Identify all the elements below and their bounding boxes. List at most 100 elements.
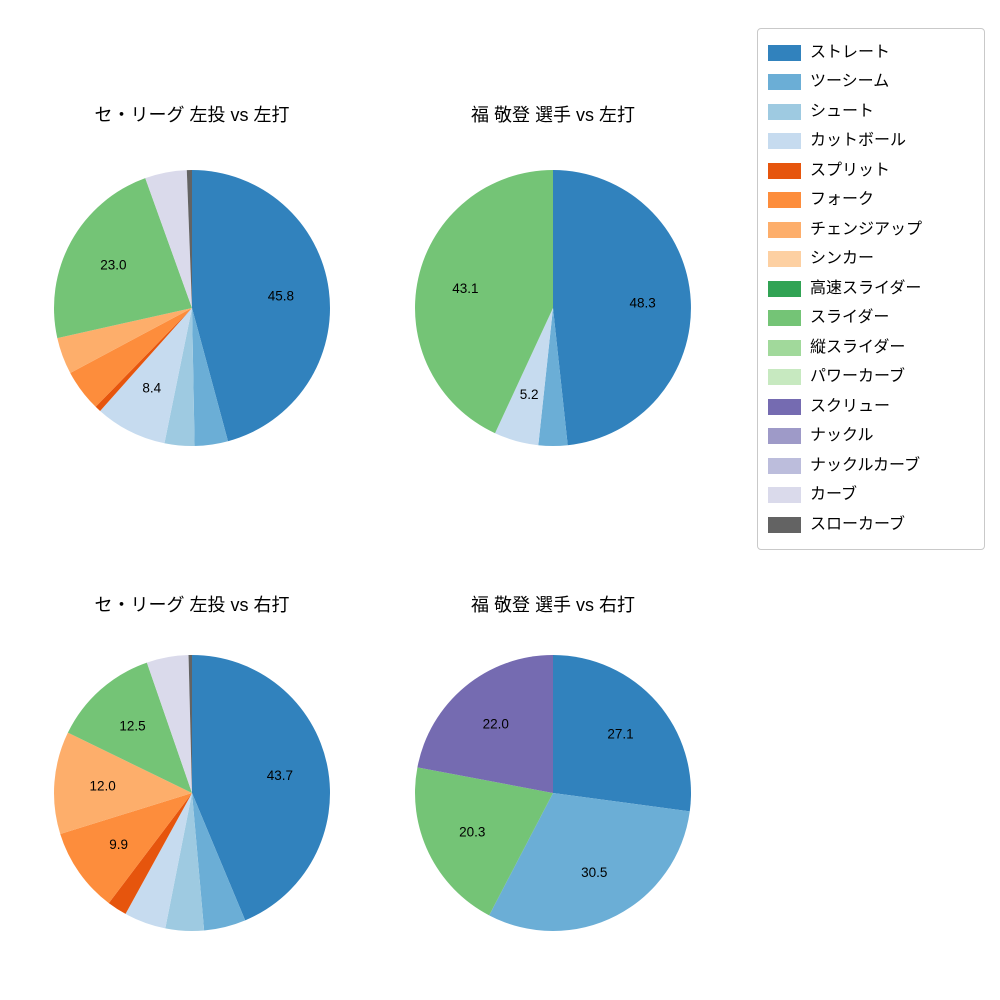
legend-color-swatch	[768, 133, 801, 150]
legend-color-swatch	[768, 44, 801, 61]
chart-title-league-vs-lhb: セ・リーグ 左投 vs 左打	[94, 105, 290, 125]
legend-color-swatch	[768, 310, 801, 327]
pie-value-label: 8.4	[142, 381, 161, 396]
legend-item-7: シンカー	[768, 245, 974, 275]
pie-slice-2-9	[188, 654, 192, 793]
pie-value-label: 30.5	[581, 865, 607, 880]
legend-item-13: ナックル	[768, 422, 974, 452]
pie-slice-0-4	[95, 308, 192, 411]
pie-slice-1-0	[553, 170, 691, 446]
pie-value-label: 23.0	[100, 257, 126, 272]
legend-label: チェンジアップ	[810, 220, 923, 238]
legend-label: ナックル	[810, 427, 874, 445]
legend-color-swatch	[768, 192, 801, 209]
pie-fuku-vs-rhb: 27.1 30.5 20.3 22.0	[415, 655, 692, 932]
legend-color-swatch	[768, 516, 801, 533]
pie-slice-3-2	[415, 767, 553, 916]
legend-item-15: カーブ	[768, 481, 974, 511]
legend-item-6: チェンジアップ	[768, 215, 974, 245]
legend-item-12: スクリュー	[768, 392, 974, 422]
legend-item-1: ツーシーム	[768, 68, 974, 98]
pie-value-label: 43.1	[452, 281, 478, 296]
pie-slice-0-3	[100, 308, 192, 444]
legend-label: パワーカーブ	[810, 368, 906, 386]
legend-label: カットボール	[810, 132, 907, 150]
legend-label: ナックルカーブ	[810, 456, 921, 474]
pie-slice-2-0	[192, 655, 331, 921]
pie-slice-0-5	[70, 308, 192, 407]
legend-item-0: ストレート	[768, 38, 974, 68]
legend-label: ストレート	[810, 43, 891, 61]
pie-slice-0-1	[192, 308, 228, 446]
legend-label: ツーシーム	[810, 73, 890, 91]
legend-item-4: スプリット	[768, 156, 974, 186]
pie-slice-2-4	[108, 793, 192, 914]
pie-slice-3-1	[489, 793, 690, 932]
legend-color-swatch	[768, 457, 801, 474]
legend-item-5: フォーク	[768, 186, 974, 216]
pie-slice-1-3	[415, 170, 553, 434]
legend-label: カーブ	[810, 486, 858, 504]
pie-slice-1-1	[538, 308, 568, 446]
legend-color-swatch	[768, 74, 801, 91]
pie-slice-0-6	[57, 308, 192, 373]
pie-slice-1-2	[495, 308, 553, 446]
legend-label: スプリット	[810, 161, 891, 179]
legend-label: 縦スライダー	[810, 338, 906, 356]
legend-item-14: ナックルカーブ	[768, 451, 974, 481]
pie-slice-0-2	[164, 308, 195, 447]
legend-color-swatch	[768, 162, 801, 179]
legend-color-swatch	[768, 221, 801, 238]
legend-item-16: スローカーブ	[768, 510, 974, 540]
pie-fuku-vs-lhb: 48.3 5.2 43.1	[415, 170, 691, 446]
pie-value-label: 22.0	[483, 716, 509, 731]
legend-item-9: スライダー	[768, 304, 974, 334]
legend-item-10: 縦スライダー	[768, 333, 974, 363]
pie-value-label: 43.7	[267, 768, 293, 783]
legend-label: シュート	[810, 102, 875, 120]
pie-value-label: 20.3	[459, 825, 485, 840]
pie-value-label: 27.1	[607, 726, 633, 741]
legend-item-11: パワーカーブ	[768, 363, 974, 393]
legend-label: スローカーブ	[810, 515, 906, 533]
legend-label: フォーク	[810, 191, 875, 209]
pie-slice-2-3	[125, 793, 192, 929]
legend-color-swatch	[768, 280, 801, 297]
legend-color-swatch	[768, 369, 801, 386]
pie-slice-0-8	[145, 170, 192, 308]
pie-slice-2-8	[146, 655, 192, 793]
pie-slice-3-0	[553, 655, 692, 812]
pie-slice-2-2	[165, 793, 205, 932]
pie-slice-2-1	[192, 793, 246, 931]
legend-item-2: シュート	[768, 97, 974, 127]
pie-slice-2-6	[54, 732, 192, 834]
legend-label: スライダー	[810, 309, 890, 327]
pie-league-vs-rhb: 43.7 9.9 12.0 12.5	[54, 654, 331, 932]
legend-color-swatch	[768, 251, 801, 268]
legend-color-swatch	[768, 487, 801, 504]
legend-label: 高速スライダー	[810, 279, 922, 297]
chart-title-fuku-vs-rhb: 福 敬登 選手 vs 右打	[470, 595, 635, 615]
pie-slice-3-3	[417, 655, 553, 793]
legend-color-swatch	[768, 428, 801, 445]
pie-slice-2-7	[67, 662, 192, 793]
legend: ストレートツーシームシュートカットボール スプリットフォークチェンジアップ シンカー…	[757, 28, 985, 550]
pie-value-label: 9.9	[109, 837, 128, 852]
legend-label: シンカー	[810, 250, 875, 268]
pie-slice-0-9	[186, 170, 192, 308]
pie-value-label: 45.8	[268, 289, 294, 304]
legend-color-swatch	[768, 398, 801, 415]
legend-item-3: カットボール	[768, 127, 974, 157]
chart-title-fuku-vs-lhb: 福 敬登 選手 vs 左打	[470, 105, 635, 125]
pie-value-label: 5.2	[520, 387, 539, 402]
chart-title-league-vs-rhb: セ・リーグ 左投 vs 右打	[94, 595, 290, 615]
pie-slice-0-0	[192, 170, 330, 442]
pie-value-label: 12.0	[89, 779, 115, 794]
legend-color-swatch	[768, 103, 801, 120]
legend-color-swatch	[768, 339, 801, 356]
legend-label: スクリュー	[810, 397, 891, 415]
pie-slice-0-7	[53, 178, 192, 339]
pie-league-vs-lhb: 45.8 8.4 23.0	[53, 170, 330, 447]
legend-item-8: 高速スライダー	[768, 274, 974, 304]
